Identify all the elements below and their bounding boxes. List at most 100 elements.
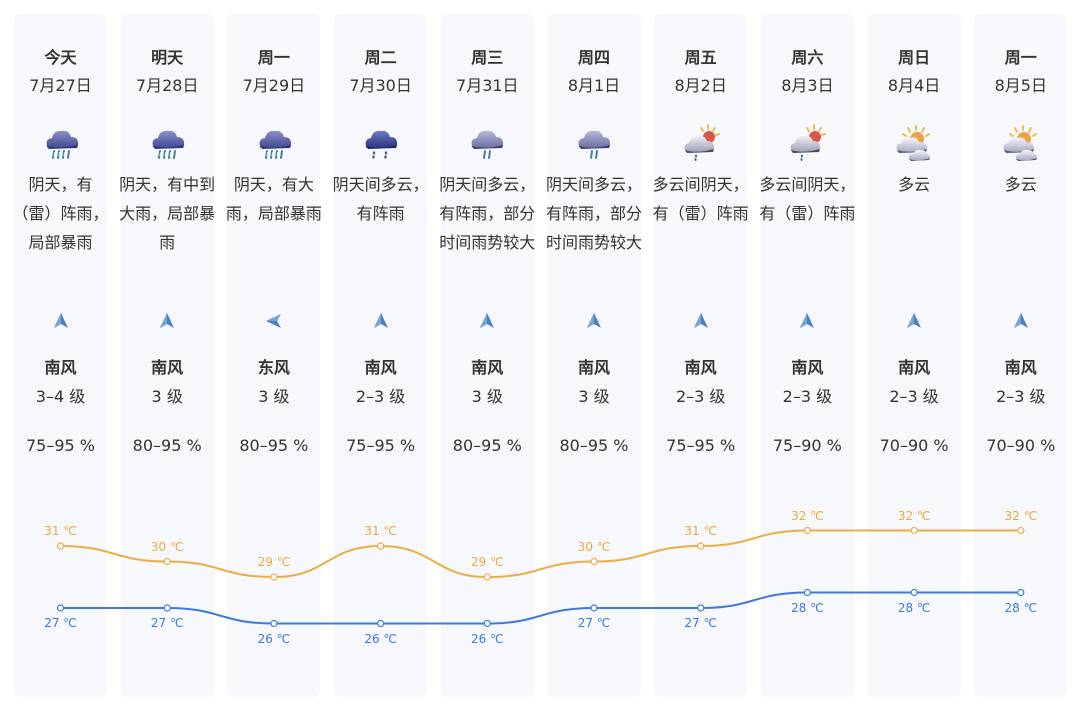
day-name: 周六 (791, 48, 824, 67)
day-column-4: 周三 7月31日 阴天间多云，有阵雨，部分时间雨势较大 南风 3 级 80–95… (439, 14, 535, 697)
arrow-up-icon (587, 313, 601, 328)
wind-level: 2–3 级 (782, 387, 833, 406)
weather-description: 多云 (1004, 175, 1037, 194)
day-name: 周三 (471, 48, 504, 67)
low-temp-label: 26 ℃ (471, 631, 504, 646)
weather-description: 阴天，有大雨，局部暴雨 (225, 175, 322, 223)
day-column-5: 周四 8月1日 阴天间多云，有阵雨，部分时间雨势较大 南风 3 级 80–95 … (546, 14, 642, 697)
humidity: 70–90 % (986, 436, 1056, 455)
low-temp-label: 27 ℃ (577, 616, 611, 630)
day-date: 7月28日 (135, 76, 199, 95)
day-column-3: 周二 7月30日 阴天间多云，有阵雨 南风 2–3 级 75–95 % (333, 14, 429, 697)
wind-direction: 东风 (257, 358, 290, 377)
wind-direction: 南风 (44, 358, 77, 377)
heavy-rain-icon (152, 130, 185, 159)
weather-description: 阴天间多云，有阵雨，部分时间雨势较大 (439, 175, 536, 252)
day-date: 8月5日 (994, 76, 1047, 95)
low-temp-label: 27 ℃ (44, 616, 77, 630)
day-name: 周日 (898, 48, 931, 67)
weather-description: 多云间阴天，有（雷）阵雨 (759, 175, 856, 223)
humidity: 80–95 % (132, 436, 202, 455)
high-temp-label: 29 ℃ (257, 555, 291, 569)
humidity: 75–95 % (25, 436, 95, 455)
rain-icon (471, 130, 504, 159)
low-temp-label: 26 ℃ (257, 631, 291, 646)
arrow-left-icon (265, 314, 281, 328)
high-temp-label: 31 ℃ (364, 524, 397, 538)
low-temp-label: 28 ℃ (897, 600, 931, 615)
day-date: 8月2日 (674, 76, 727, 95)
humidity: 70–90 % (879, 436, 949, 455)
arrow-up-icon (53, 313, 68, 328)
wind-direction: 南风 (151, 358, 184, 377)
low-temp-label: 28 ℃ (1004, 600, 1038, 615)
day-date: 7月30日 (349, 76, 412, 95)
wind-direction: 南风 (364, 358, 397, 377)
sun-cloud-rain-icon (684, 124, 720, 161)
humidity: 75–90 % (772, 436, 842, 455)
day-name: 周四 (577, 48, 610, 67)
low-temp-label: 26 ℃ (364, 631, 397, 646)
high-temp-label: 31 ℃ (44, 524, 77, 538)
day-date: 7月29日 (242, 76, 306, 95)
day-column-8: 周日 8月4日 多云 南风 2–3 级 70–90 % (867, 14, 961, 697)
high-temp-label: 30 ℃ (150, 539, 184, 554)
day-column-1: 明天 7月28日 阴天，有中到大雨，局部暴雨 南风 3 级 80–95 % (119, 14, 215, 697)
arrow-up-icon (800, 313, 815, 328)
wind-direction: 南风 (1004, 358, 1037, 377)
high-temp-label: 31 ℃ (684, 524, 717, 538)
sun-cloud-rain-icon (790, 124, 827, 161)
arrow-up-icon (373, 313, 388, 328)
wind-direction: 南风 (898, 358, 931, 377)
rain-icon (578, 130, 611, 159)
partly-cloudy-icon (896, 125, 931, 161)
day-column-0: 今天 7月27日 阴天，有（雷）阵雨，局部暴雨 南风 3–4 级 75–95 % (12, 14, 109, 697)
wind-level: 3 级 (578, 387, 610, 406)
low-temp-label: 28 ℃ (791, 600, 824, 615)
weather-description: 阴天间多云，有阵雨 (332, 175, 429, 223)
day-date: 7月31日 (456, 76, 519, 95)
day-name: 周一 (1004, 48, 1037, 67)
high-temp-label: 32 ℃ (791, 508, 824, 523)
humidity: 75–95 % (666, 436, 736, 455)
day-name: 周二 (364, 48, 397, 67)
weather-description: 多云间阴天，有（雷）阵雨 (652, 175, 749, 223)
day-name: 周一 (257, 48, 290, 67)
arrow-up-icon (480, 313, 495, 328)
high-temp-label: 29 ℃ (471, 555, 504, 569)
day-date: 7月27日 (29, 76, 92, 95)
wind-level: 2–3 级 (889, 387, 939, 406)
wind-direction: 南风 (791, 358, 824, 377)
day-column-7: 周六 8月3日 多云间阴天，有（雷）阵雨 南风 2–3 级 75–90 % (759, 14, 855, 697)
arrow-up-icon (1013, 313, 1028, 328)
day-date: 8月1日 (567, 76, 621, 95)
arrow-up-icon (693, 313, 708, 328)
heavy-rain-icon (259, 130, 292, 159)
low-temp-label: 27 ℃ (684, 616, 717, 630)
wind-level: 2–3 级 (675, 387, 726, 406)
wind-level: 3–4 级 (35, 387, 86, 406)
weather-description: 多云 (898, 175, 931, 194)
high-temp-label: 32 ℃ (897, 508, 931, 523)
day-name: 明天 (151, 48, 184, 67)
high-temp-label: 32 ℃ (1004, 508, 1038, 523)
day-date: 8月4日 (887, 76, 941, 95)
shower-icon (365, 130, 397, 159)
wind-direction: 南风 (577, 358, 610, 377)
humidity: 80–95 % (452, 436, 522, 455)
day-column-9: 周一 8月5日 多云 南风 2–3 级 70–90 % (974, 14, 1068, 697)
arrow-up-icon (160, 313, 175, 328)
wind-level: 3 级 (258, 387, 290, 406)
day-date: 8月3日 (781, 76, 834, 95)
weather-description: 阴天，有（雷）阵雨，局部暴雨 (12, 175, 109, 252)
day-column-6: 周五 8月2日 多云间阴天，有（雷）阵雨 南风 2–3 级 75–95 % (653, 14, 749, 697)
arrow-up-icon (907, 313, 922, 328)
humidity: 80–95 % (239, 436, 309, 455)
high-temp-label: 30 ℃ (577, 539, 611, 554)
heavy-rain-icon (46, 130, 78, 159)
partly-cloudy-icon (1003, 125, 1037, 161)
wind-level: 3 级 (151, 387, 183, 406)
day-name: 周五 (684, 48, 717, 67)
day-column-2: 周一 7月29日 阴天，有大雨，局部暴雨 东风 3 级 80–95 % (226, 14, 322, 697)
weather-description: 阴天，有中到大雨，局部暴雨 (119, 175, 216, 252)
